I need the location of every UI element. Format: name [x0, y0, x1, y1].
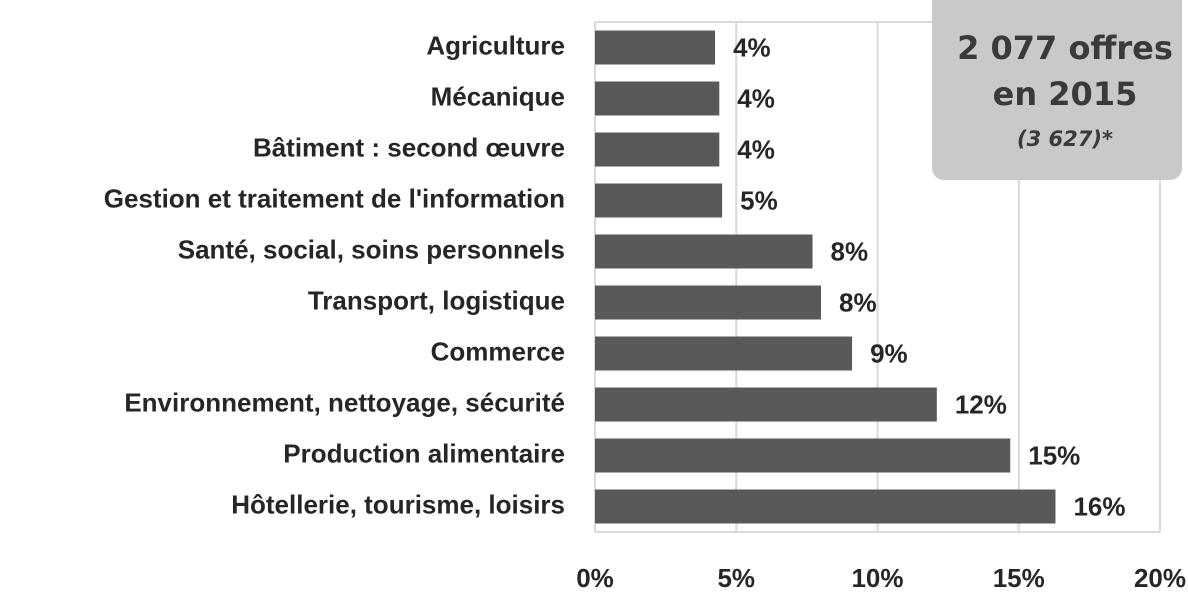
category-label: Production alimentaire	[283, 438, 565, 468]
value-label: 12%	[955, 389, 1007, 419]
annotation-text: en 2015	[993, 75, 1138, 113]
bar	[595, 438, 1011, 473]
bar	[595, 285, 821, 320]
annotation-box	[932, 0, 1182, 180]
annotation-note: (3 627)*	[1017, 127, 1113, 151]
x-tick-label: 10%	[851, 563, 903, 593]
value-label: 4%	[733, 32, 771, 62]
bar	[595, 132, 720, 167]
category-label: Mécanique	[431, 81, 565, 111]
x-tick-label: 15%	[993, 563, 1045, 593]
bar	[595, 489, 1056, 524]
x-tick-label: 0%	[576, 563, 614, 593]
bar	[595, 183, 723, 218]
category-label: Environnement, nettoyage, sécurité	[124, 387, 565, 417]
x-tick-label: 20%	[1134, 563, 1186, 593]
category-label: Agriculture	[426, 30, 565, 60]
category-label: Gestion et traitement de l'information	[104, 183, 565, 213]
value-label: 9%	[870, 338, 908, 368]
bar	[595, 387, 937, 422]
bar	[595, 234, 813, 269]
value-label: 5%	[740, 185, 778, 215]
category-label: Santé, social, soins personnels	[178, 234, 565, 264]
category-label: Commerce	[431, 336, 565, 366]
value-label: 8%	[839, 287, 877, 317]
category-label: Bâtiment : second œuvre	[253, 132, 565, 162]
value-label: 4%	[737, 83, 775, 113]
category-label: Hôtellerie, tourisme, loisirs	[231, 489, 565, 519]
bar	[595, 336, 853, 371]
value-label: 15%	[1028, 440, 1080, 470]
value-label: 8%	[831, 236, 869, 266]
value-label: 16%	[1073, 491, 1125, 521]
category-label: Transport, logistique	[308, 285, 565, 315]
value-label: 4%	[737, 134, 775, 164]
x-tick-label: 5%	[717, 563, 755, 593]
bar	[595, 81, 720, 116]
annotation-text: 2 077 offres	[957, 29, 1173, 67]
bar	[595, 30, 716, 65]
